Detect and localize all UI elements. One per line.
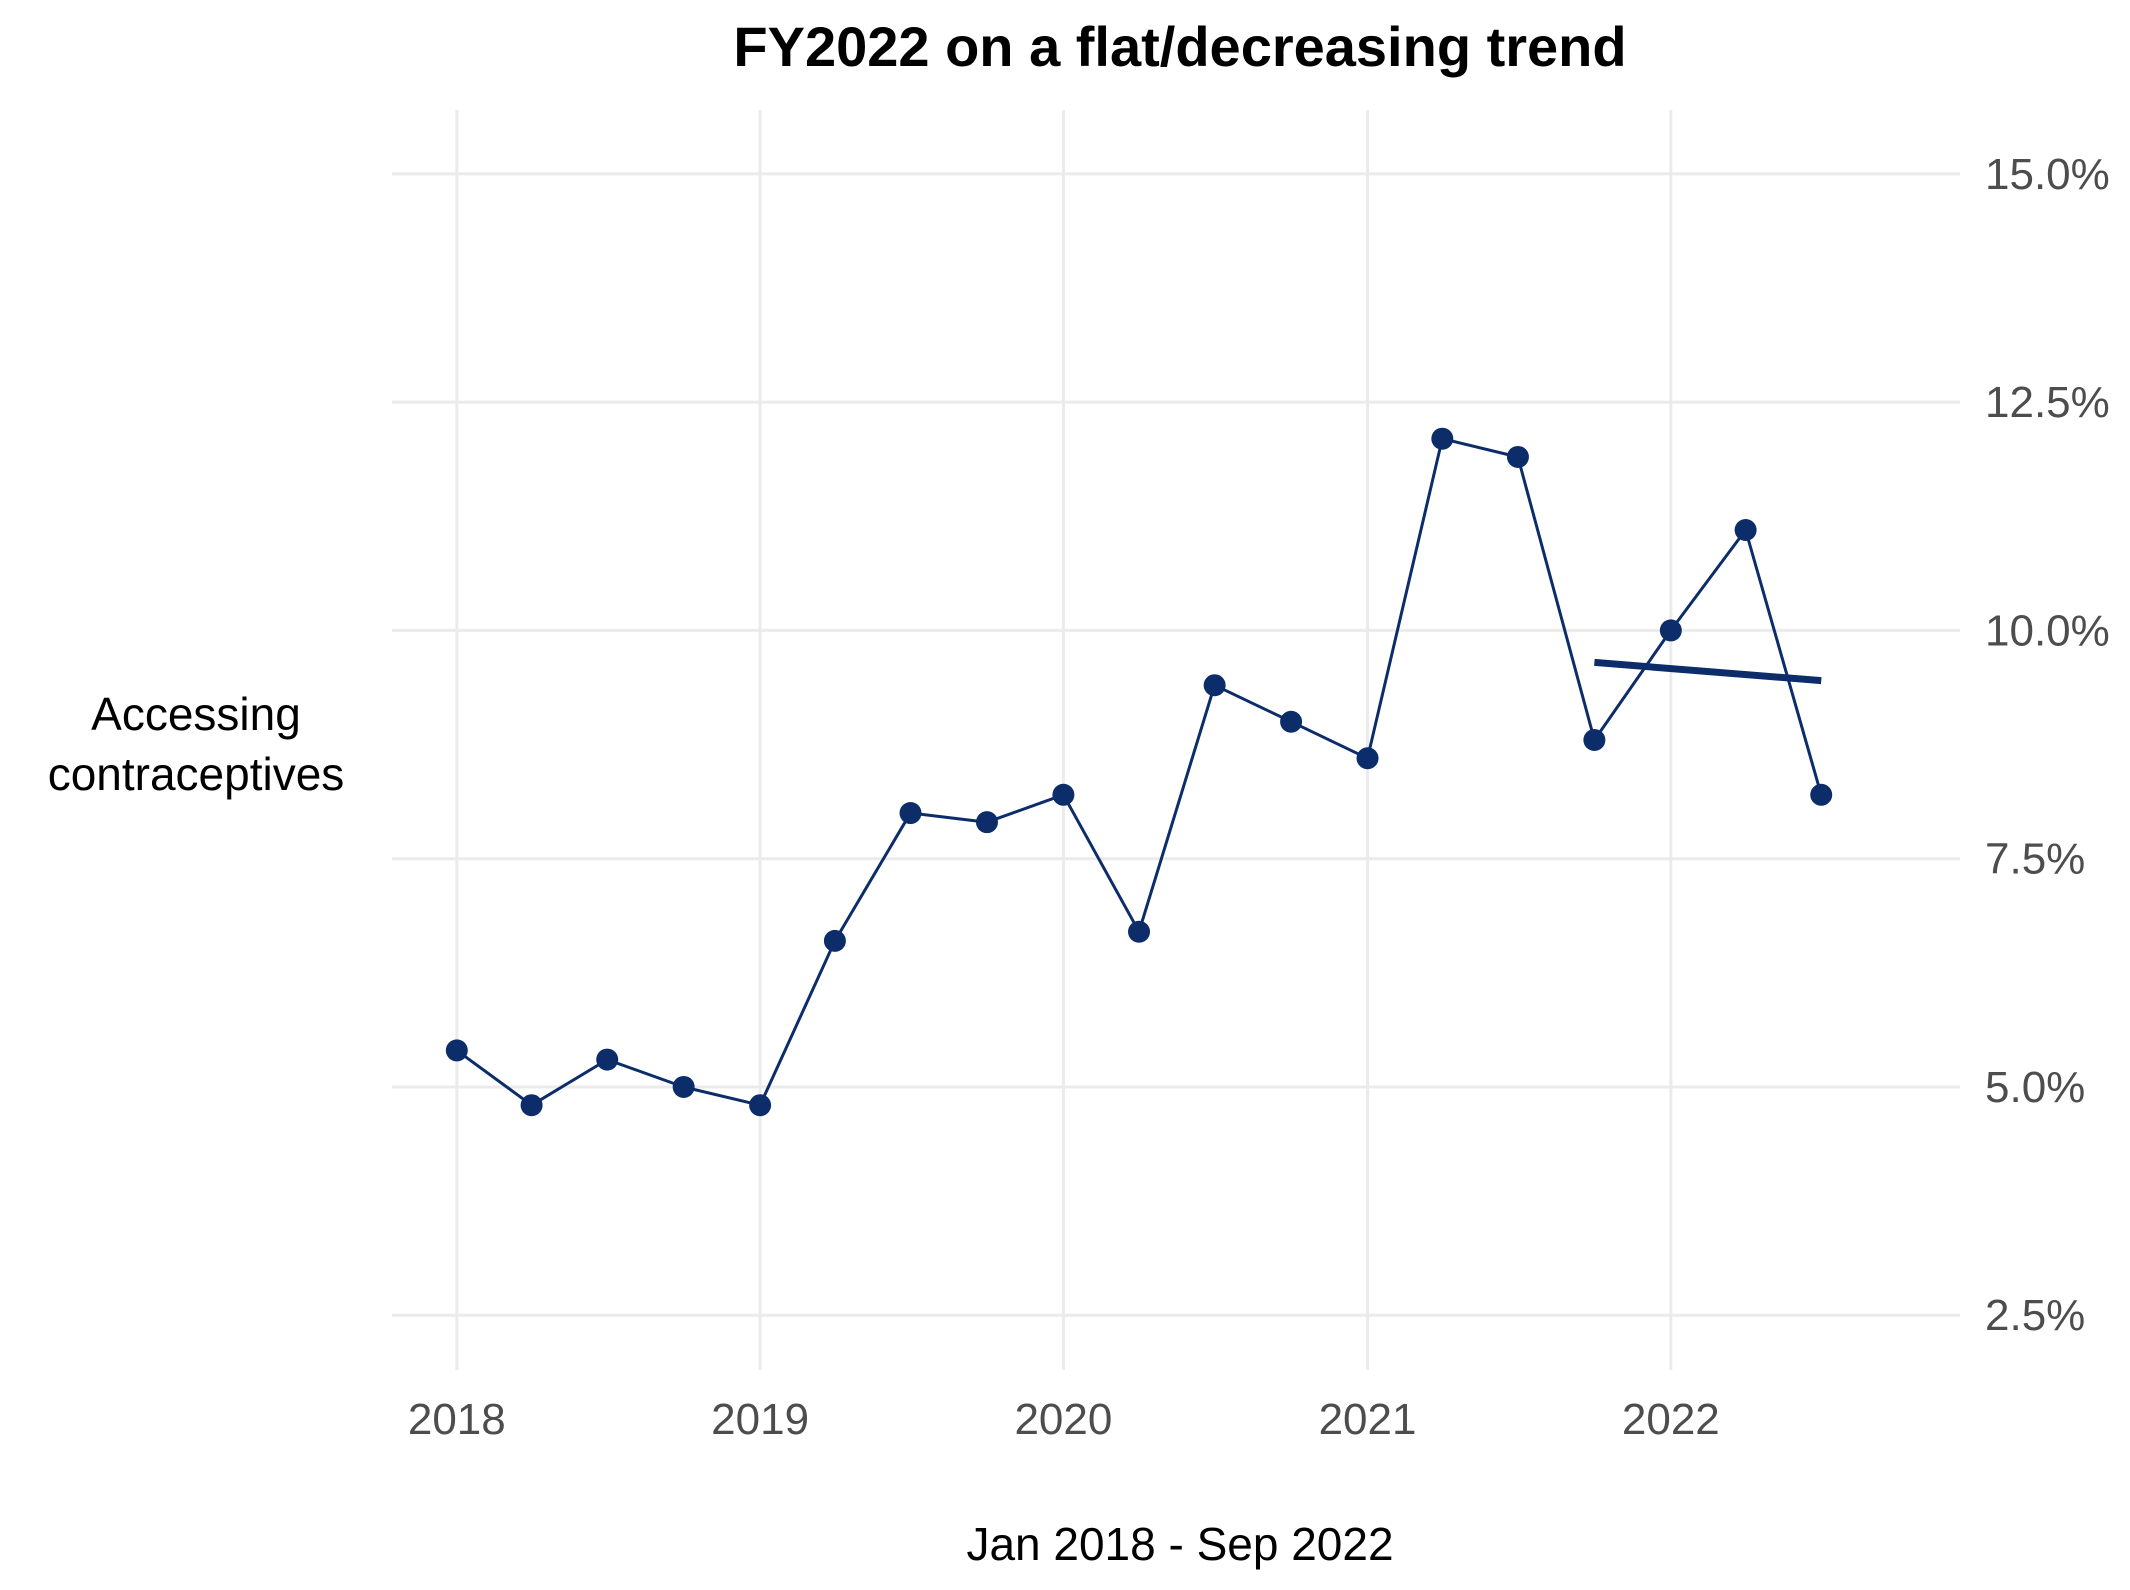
y-axis-label-line-1: Accessing <box>91 688 301 740</box>
x-tick-label: 2022 <box>1622 1395 1720 1444</box>
data-point <box>1356 747 1379 770</box>
series-line <box>455 437 1823 1107</box>
data-point <box>1052 783 1075 806</box>
data-point <box>596 1048 619 1071</box>
x-tick-label: 2019 <box>711 1395 809 1444</box>
data-point <box>1506 445 1529 468</box>
data-point <box>672 1075 695 1098</box>
data-point <box>445 1039 468 1062</box>
data-point <box>823 929 846 952</box>
x-tick-layer: 2018 2019 2020 2021 2022 <box>408 1395 1720 1444</box>
data-point <box>1280 710 1303 733</box>
series-layer <box>455 437 1823 1107</box>
chart-title: FY2022 on a flat/decreasing trend <box>733 15 1626 78</box>
data-point <box>899 802 922 825</box>
data-point <box>1810 783 1833 806</box>
data-point <box>1203 674 1226 697</box>
x-axis-label: Jan 2018 - Sep 2022 <box>966 1518 1393 1570</box>
y-tick-label: 10.0% <box>1985 606 2110 655</box>
y-tick-label: 7.5% <box>1985 835 2085 884</box>
trend-layer <box>1594 658 1822 685</box>
x-tick-label: 2018 <box>408 1395 506 1444</box>
trend-line <box>1594 658 1822 685</box>
x-tick-label: 2021 <box>1319 1395 1417 1444</box>
data-point <box>520 1094 543 1117</box>
y-axis-label-line-2: contraceptives <box>48 748 345 800</box>
data-point <box>1583 729 1606 751</box>
x-tick-label: 2020 <box>1014 1395 1112 1444</box>
data-point <box>1128 920 1151 943</box>
data-point <box>1659 619 1682 642</box>
data-point <box>749 1094 772 1117</box>
points-layer <box>445 427 1833 1117</box>
data-point <box>975 811 998 834</box>
y-tick-layer: 2.5% 5.0% 7.5% 10.0% 12.5% 15.0% <box>1985 150 2110 1340</box>
y-tick-label: 12.5% <box>1985 378 2110 427</box>
y-tick-label: 2.5% <box>1985 1291 2085 1340</box>
data-point <box>1734 519 1757 541</box>
y-tick-label: 5.0% <box>1985 1063 2085 1112</box>
y-tick-label: 15.0% <box>1985 150 2110 199</box>
data-point <box>1431 427 1454 450</box>
grid-layer <box>392 110 1960 1370</box>
